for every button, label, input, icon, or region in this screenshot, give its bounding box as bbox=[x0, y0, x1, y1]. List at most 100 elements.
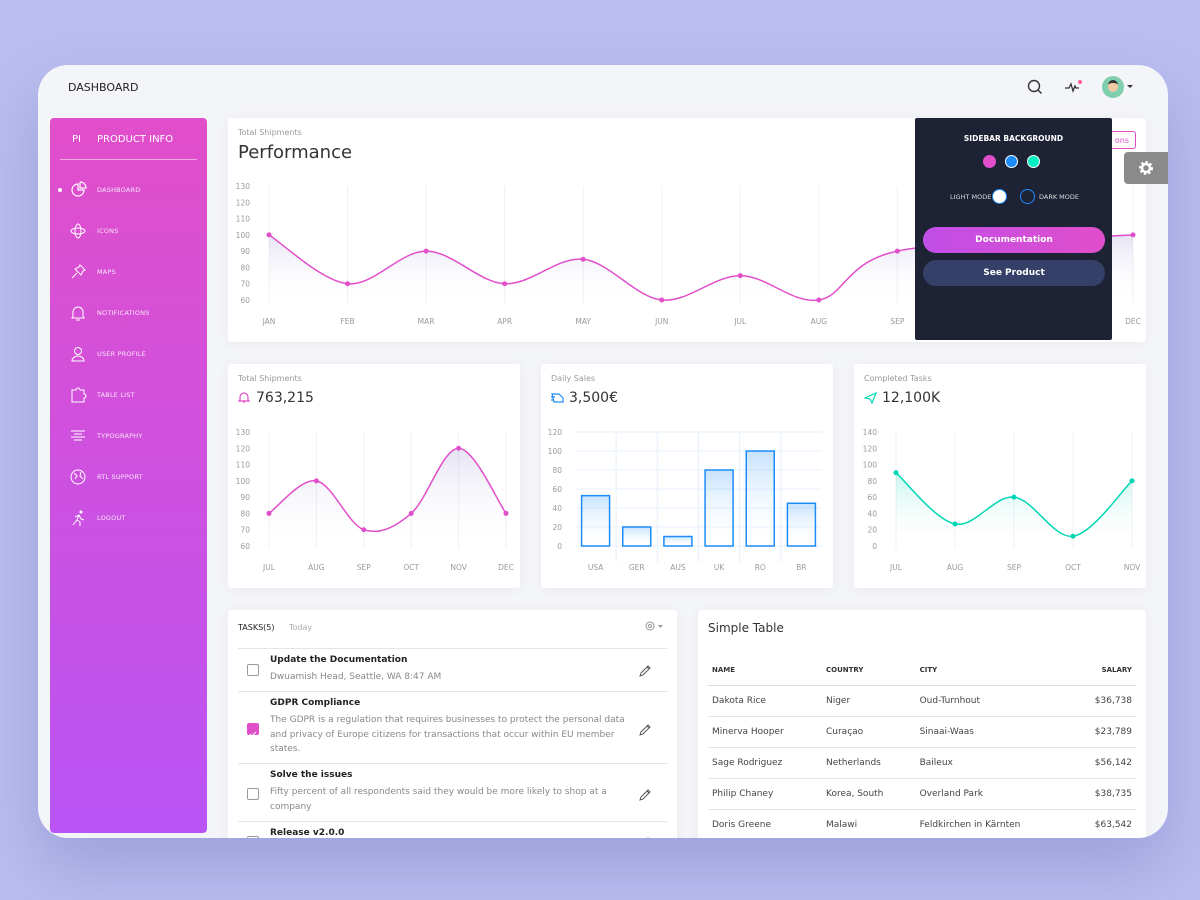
table-row: Sage Rodriguez Netherlands Baileux $56,142 bbox=[708, 747, 1136, 779]
sidebar-item-label: USER PROFILE bbox=[97, 350, 146, 358]
task-title: Update the Documentation bbox=[270, 655, 408, 665]
sidebar-item-label: MAPS bbox=[97, 268, 116, 276]
shipments-chart: 60 70 80 90 100 110 120 130 JUL AUG SEP OCT NOV DEC bbox=[236, 428, 514, 572]
brand-abbr: PI bbox=[72, 134, 81, 145]
edit-pencil-icon[interactable] bbox=[638, 788, 652, 802]
search-icon[interactable] bbox=[1025, 77, 1045, 97]
app-window: DASHBOARD PI PRODUCT INFO DASHBOARD ICONS M… bbox=[38, 65, 1168, 838]
task-title: GDPR Compliance bbox=[270, 698, 361, 708]
bar-br bbox=[786, 502, 817, 547]
task-checkbox[interactable] bbox=[247, 664, 259, 676]
sidebar-item-rtl-support[interactable]: RTL SUPPORT bbox=[50, 462, 207, 492]
task-title: Solve the issues bbox=[270, 770, 353, 780]
data-point bbox=[737, 273, 743, 279]
edit-pencil-icon[interactable] bbox=[638, 723, 652, 737]
x-tick-label: SEP bbox=[357, 563, 371, 572]
column-header: COUNTRY bbox=[821, 655, 916, 686]
sidebar-item-table-list[interactable]: TABLE LIST bbox=[50, 380, 207, 410]
documentation-button[interactable]: Documentation bbox=[923, 227, 1105, 253]
x-tick-label: AUG bbox=[811, 317, 828, 326]
data-point bbox=[266, 510, 272, 516]
avatar[interactable] bbox=[1102, 76, 1124, 98]
y-tick-label: 110 bbox=[236, 215, 251, 224]
table-cell: Dakota Rice bbox=[708, 685, 822, 717]
sidebar-item-label: TABLE LIST bbox=[97, 391, 135, 399]
puzzle-icon bbox=[71, 387, 87, 403]
settings-toggle-button[interactable] bbox=[1124, 152, 1168, 184]
bar-ro bbox=[745, 450, 775, 547]
tab-today[interactable]: Today bbox=[289, 623, 313, 632]
table-title: Simple Table bbox=[708, 621, 784, 635]
see-product-button[interactable]: See Product bbox=[923, 260, 1105, 286]
sidebar-item-typography[interactable]: TYPOGRAPHY bbox=[50, 421, 207, 451]
y-tick-label: 0 bbox=[872, 542, 877, 551]
table-cell: Curaçao bbox=[821, 716, 916, 748]
table-cell: $23,789 bbox=[1071, 716, 1136, 748]
x-tick-label: AUG bbox=[947, 563, 964, 572]
activity-icon[interactable] bbox=[1063, 77, 1083, 97]
area-fill bbox=[269, 448, 506, 546]
y-tick-label: 90 bbox=[240, 247, 250, 256]
y-tick-label: 40 bbox=[867, 509, 877, 518]
y-tick-label: 100 bbox=[236, 477, 251, 486]
swatch-blue[interactable] bbox=[1005, 155, 1018, 168]
table-cell: Oud-Turnhout bbox=[915, 685, 1072, 717]
delivery-icon bbox=[551, 393, 564, 403]
run-icon bbox=[72, 510, 85, 526]
active-indicator bbox=[58, 188, 62, 192]
y-tick-label: 130 bbox=[236, 428, 251, 437]
x-tick-label: NOV bbox=[1124, 563, 1141, 572]
y-tick-label: 110 bbox=[236, 461, 251, 470]
data-point bbox=[1130, 232, 1136, 238]
edit-pencil-icon[interactable] bbox=[638, 664, 652, 678]
world-icon bbox=[70, 469, 86, 485]
swatch-green[interactable] bbox=[1027, 155, 1040, 168]
tasks-title: TASKS(5) bbox=[238, 623, 275, 632]
area-fill bbox=[896, 472, 1132, 546]
sidebar-item-logout[interactable]: LOGOUT bbox=[50, 503, 207, 533]
align-icon bbox=[71, 430, 85, 441]
data-point bbox=[502, 281, 508, 287]
sidebar-item-maps[interactable]: MAPS bbox=[50, 257, 207, 287]
tasks-card: TASKS(5) Today Update the Documentation … bbox=[228, 610, 677, 838]
y-tick-label: 60 bbox=[867, 493, 877, 502]
chart-pie-icon bbox=[71, 181, 87, 197]
x-tick-label: OCT bbox=[403, 563, 419, 572]
card-value: 763,215 bbox=[256, 390, 314, 406]
data-point bbox=[1070, 533, 1076, 539]
x-tick-label: SEP bbox=[890, 317, 904, 326]
swatch-pink[interactable] bbox=[983, 155, 996, 168]
table-cell: $56,142 bbox=[1071, 747, 1136, 779]
user-icon bbox=[71, 347, 85, 362]
sidebar-item-notifications[interactable]: NOTIFICATIONS bbox=[50, 298, 207, 328]
y-tick-label: 100 bbox=[236, 231, 251, 240]
table-row: Minerva Hooper Curaçao Sinaai-Waas $23,789 bbox=[708, 716, 1136, 748]
x-tick-label: AUG bbox=[308, 563, 325, 572]
light-mode-toggle[interactable] bbox=[992, 189, 1007, 204]
task-checkbox[interactable] bbox=[247, 836, 259, 838]
x-tick-label: DEC bbox=[1125, 317, 1141, 326]
x-tick-label: RO bbox=[755, 563, 766, 572]
task-checkbox[interactable] bbox=[247, 723, 259, 737]
data-point bbox=[266, 232, 272, 238]
data-point bbox=[580, 256, 586, 262]
sidebar-item-icons[interactable]: ICONS bbox=[50, 216, 207, 246]
task-item: Solve the issues Fifty percent of all re… bbox=[238, 763, 667, 821]
x-tick-label: AUS bbox=[670, 563, 686, 572]
y-tick-label: 120 bbox=[236, 198, 251, 207]
brand[interactable]: PI PRODUCT INFO bbox=[72, 134, 189, 145]
table-cell: Sinaai-Waas bbox=[915, 716, 1072, 748]
data-point bbox=[345, 281, 351, 287]
shipments-card: Total Shipments 763,215 60 70 80 90 100 110 12… bbox=[228, 364, 520, 588]
task-checkbox[interactable] bbox=[247, 788, 259, 800]
x-tick-label: MAY bbox=[575, 317, 591, 326]
data-point bbox=[313, 478, 319, 484]
dark-mode-toggle[interactable] bbox=[1020, 189, 1035, 204]
check-icon bbox=[249, 731, 257, 737]
sidebar-item-dashboard[interactable]: DASHBOARD bbox=[50, 175, 207, 205]
settings-dropdown-icon[interactable] bbox=[644, 620, 666, 632]
table-row: Doris Greene Malawi Feldkirchen in Kärnten… bbox=[708, 809, 1136, 838]
chevron-down-icon[interactable] bbox=[1127, 85, 1133, 91]
edit-pencil-icon[interactable] bbox=[638, 836, 652, 838]
sidebar-item-user-profile[interactable]: USER PROFILE bbox=[50, 339, 207, 369]
